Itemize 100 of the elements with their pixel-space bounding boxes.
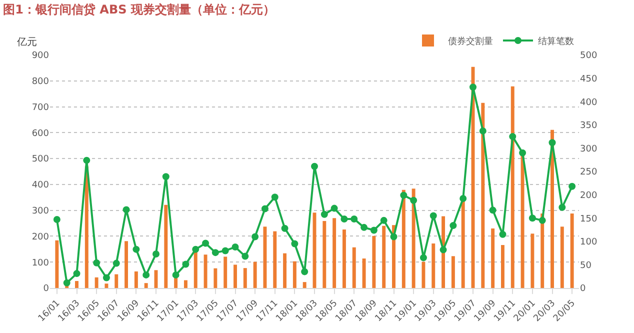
y2-tick-label: 250 — [580, 168, 598, 178]
y2-tick-label: 350 — [580, 121, 598, 132]
bar — [322, 220, 326, 288]
point — [489, 206, 496, 214]
y2-tick-label: 100 — [580, 238, 598, 248]
point — [63, 279, 70, 286]
point — [479, 127, 486, 134]
point — [261, 205, 268, 212]
bar — [253, 262, 257, 288]
y-tick-label: 600 — [32, 128, 50, 139]
bar — [510, 86, 514, 288]
y2-tick-label: 500 — [580, 51, 598, 62]
point — [172, 271, 180, 278]
bar — [560, 226, 564, 288]
bar — [292, 261, 296, 288]
bar — [134, 271, 138, 288]
point — [271, 194, 278, 201]
bar — [224, 256, 228, 288]
bar — [500, 245, 504, 288]
point — [350, 216, 358, 223]
bar — [273, 231, 277, 288]
bar — [382, 226, 386, 288]
point — [330, 204, 338, 212]
point — [470, 84, 476, 91]
y2-tick-label: 450 — [580, 74, 598, 84]
bar — [94, 277, 98, 288]
point — [301, 268, 308, 276]
point — [192, 246, 200, 253]
bar — [184, 280, 188, 288]
bar — [491, 228, 495, 288]
point — [122, 206, 130, 214]
y-tick-label: 500 — [32, 154, 50, 165]
bar — [422, 262, 426, 288]
bar — [283, 253, 287, 288]
point — [360, 224, 368, 231]
point — [340, 216, 348, 223]
point — [222, 247, 229, 254]
point — [450, 222, 457, 230]
point — [73, 270, 80, 278]
bar — [204, 254, 208, 288]
point — [311, 162, 318, 170]
point — [291, 240, 298, 248]
bar — [194, 250, 198, 288]
bar — [55, 240, 59, 288]
y2-tick-label: 300 — [580, 144, 598, 154]
point — [558, 204, 566, 211]
y-tick-label: 400 — [32, 180, 50, 191]
bar — [234, 264, 237, 288]
y-tick-label: 100 — [32, 258, 50, 268]
y2-tick-label: 150 — [580, 214, 598, 224]
bar — [75, 281, 78, 288]
y-tick-label: 800 — [32, 77, 50, 88]
bar — [570, 213, 574, 288]
bar — [164, 204, 168, 288]
point — [370, 226, 378, 234]
bar — [362, 258, 366, 288]
point — [212, 249, 219, 256]
legend-label: 债券交割量 — [448, 36, 493, 48]
bar — [432, 243, 436, 288]
bar — [243, 268, 247, 288]
bar — [104, 284, 108, 288]
point — [93, 259, 100, 266]
y-tick-label: 300 — [32, 206, 50, 216]
bar — [481, 102, 485, 288]
bar — [263, 226, 267, 288]
point — [499, 230, 506, 238]
point — [320, 210, 328, 218]
legend-label: 结算笔数 — [538, 36, 574, 48]
bar — [530, 234, 534, 288]
bar — [214, 268, 218, 288]
chart-title: 图1：银行间信贷 ABS 现券交割量（单位：亿元） — [3, 2, 275, 16]
point — [162, 173, 170, 180]
point — [232, 243, 239, 250]
point — [252, 233, 259, 240]
point — [202, 240, 210, 247]
point — [380, 216, 388, 224]
point — [152, 250, 160, 258]
point — [420, 254, 427, 262]
y2-tick-label: 400 — [580, 98, 598, 108]
bar — [372, 236, 376, 288]
point — [519, 149, 526, 156]
point — [390, 233, 398, 240]
bar — [114, 274, 118, 288]
y-tick-label: 0 — [43, 284, 50, 294]
point — [142, 271, 150, 278]
point — [400, 192, 408, 199]
y-axis-title: 亿元 — [16, 37, 37, 48]
point — [410, 196, 418, 204]
point — [83, 156, 90, 164]
y-tick-label: 900 — [32, 51, 50, 62]
point — [430, 212, 437, 220]
bar — [332, 218, 336, 288]
point — [528, 214, 536, 222]
point — [132, 246, 140, 253]
bar — [342, 229, 346, 288]
point — [548, 139, 556, 146]
point — [53, 216, 60, 223]
point — [460, 195, 467, 202]
point — [102, 274, 110, 282]
point — [242, 252, 249, 260]
